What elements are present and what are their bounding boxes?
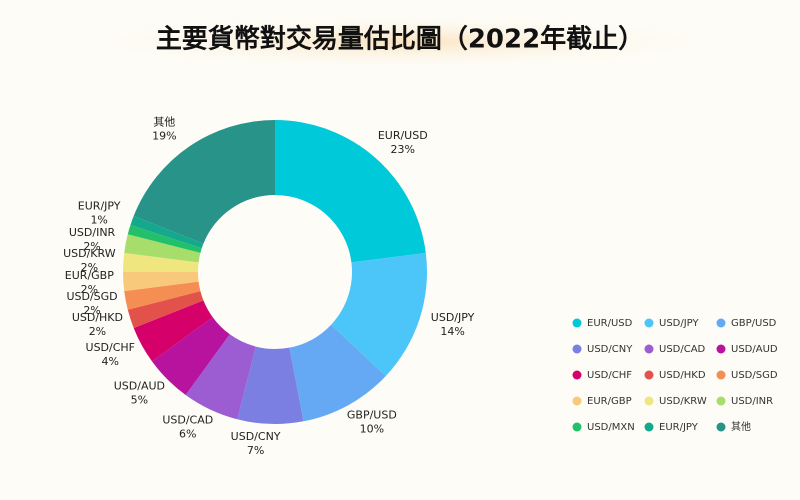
legend-label: USD/CNY <box>587 344 633 355</box>
legend-swatch <box>716 344 726 354</box>
slice-label: EUR/USD <box>378 129 428 142</box>
legend-swatch <box>644 422 654 432</box>
slice-label: USD/CHF <box>86 341 136 354</box>
legend-swatch <box>572 318 582 328</box>
slice <box>127 225 202 253</box>
legend-swatch <box>572 396 582 406</box>
legend-label: GBP/USD <box>731 318 777 329</box>
slice-label: USD/CNY <box>231 430 281 443</box>
slice <box>331 252 427 377</box>
slice-label: USD/AUD <box>114 380 165 393</box>
slice-label: USD/SGD <box>66 290 117 303</box>
legend-label: USD/JPY <box>659 318 699 329</box>
slice-value-label: 19% <box>152 130 176 143</box>
slice <box>133 120 275 244</box>
slice <box>133 300 213 362</box>
slice-label: EUR/GBP <box>65 269 114 282</box>
slice-label: USD/INR <box>69 226 116 239</box>
legend-swatch <box>572 422 582 432</box>
legend-swatch <box>716 396 726 406</box>
legend-swatch <box>644 344 654 354</box>
slice-label: USD/KRW <box>63 247 116 260</box>
slice <box>275 120 426 263</box>
legend-label: USD/HKD <box>659 370 706 381</box>
legend-label: EUR/USD <box>587 318 633 329</box>
slice-value-label: 2% <box>89 325 106 338</box>
legend-swatch <box>644 318 654 328</box>
slice-value-label: 6% <box>179 428 196 441</box>
slice-label: USD/JPY <box>431 311 475 324</box>
legend-label: USD/MXN <box>587 422 635 433</box>
legend-label: USD/SGD <box>731 370 778 381</box>
legend-label: USD/CAD <box>659 344 706 355</box>
title-banner <box>60 14 740 70</box>
slice-label: USD/CAD <box>162 414 213 427</box>
slice <box>130 216 204 249</box>
slice <box>123 252 199 272</box>
slice <box>127 291 204 328</box>
legend-label: USD/AUD <box>731 344 778 355</box>
legend-label: EUR/JPY <box>659 422 699 433</box>
legend-swatch <box>716 370 726 380</box>
legend-label: 其他 <box>731 420 751 433</box>
slice-label: 其他 <box>153 116 175 129</box>
legend-swatch <box>572 344 582 354</box>
legend-swatch <box>644 370 654 380</box>
slice-value-label: 2% <box>83 304 100 317</box>
slice-value-label: 4% <box>102 355 119 368</box>
slice <box>289 324 386 422</box>
legend-swatch <box>716 422 726 432</box>
slice-value-label: 2% <box>83 240 100 253</box>
slice <box>185 334 256 420</box>
slice-value-label: 1% <box>90 214 107 227</box>
slice <box>237 346 304 424</box>
slice <box>124 234 201 263</box>
slice <box>123 272 199 292</box>
slice-value-label: 10% <box>360 423 384 436</box>
legend-swatch <box>572 370 582 380</box>
slice-label: USD/HKD <box>72 311 123 324</box>
legend-label: USD/CHF <box>587 370 632 381</box>
slice-value-label: 7% <box>247 444 264 457</box>
legend-swatch <box>716 318 726 328</box>
legend-label: EUR/GBP <box>587 396 632 407</box>
slice-value-label: 5% <box>131 394 148 407</box>
slice-value-label: 14% <box>440 325 464 338</box>
legend-label: USD/INR <box>731 396 773 407</box>
slice-value-label: 23% <box>391 143 415 156</box>
slice-label: GBP/USD <box>347 409 397 422</box>
slice-value-label: 2% <box>81 283 98 296</box>
legend-swatch <box>644 396 654 406</box>
slice-value-label: 2% <box>81 261 98 274</box>
slice <box>152 317 230 395</box>
slice <box>124 281 201 310</box>
slice-label: EUR/JPY <box>78 200 121 213</box>
chart-title: 主要貨幣對交易量估比圖（2022年截止） <box>156 24 644 55</box>
legend-label: USD/KRW <box>659 396 707 407</box>
